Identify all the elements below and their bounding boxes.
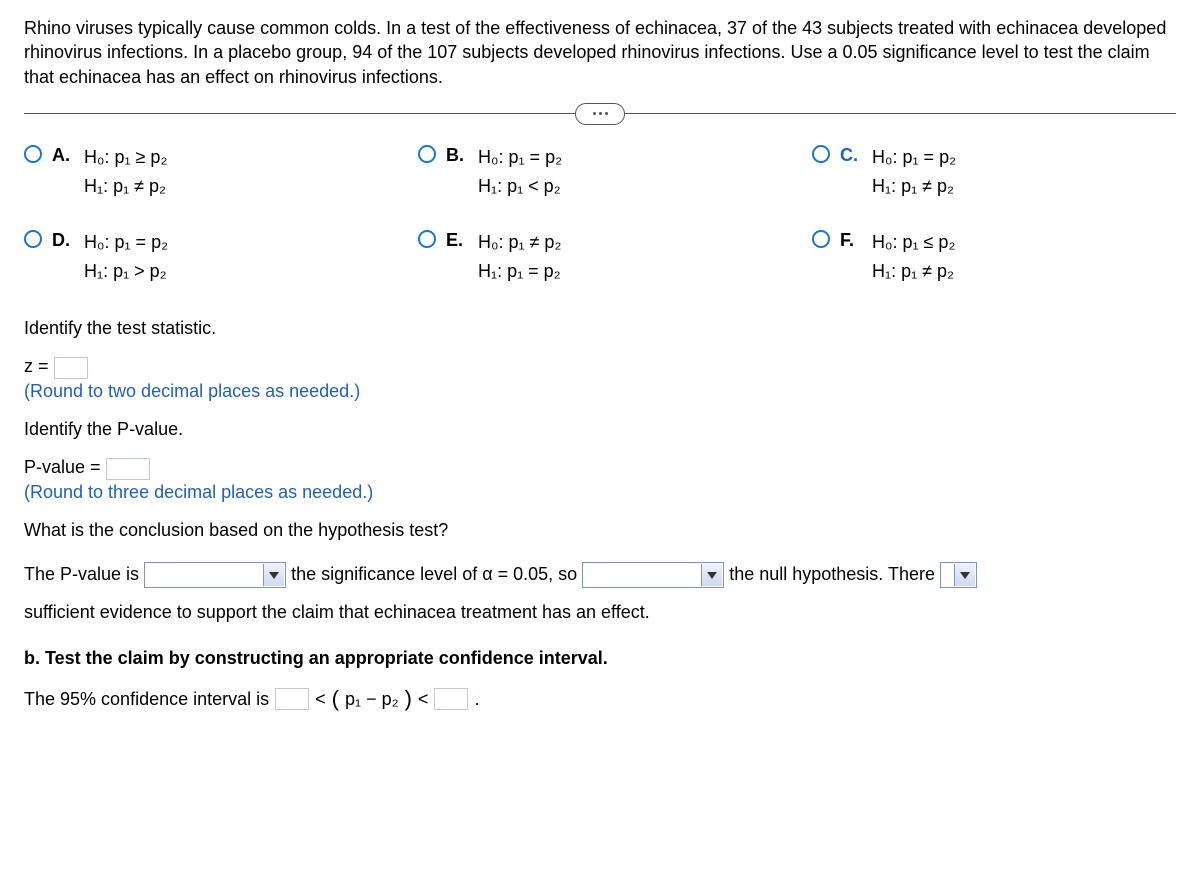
option-c[interactable]: C. H₀: p₁ = p₂H₁: p₁ ≠ p₂ bbox=[812, 143, 1176, 201]
conclusion-question: What is the conclusion based on the hypo… bbox=[24, 518, 1176, 542]
option-f[interactable]: F. H₀: p₁ ≤ p₂H₁: p₁ ≠ p₂ bbox=[812, 228, 1176, 286]
option-a[interactable]: A. H₀: p₁ ≥ p₂H₁: p₁ ≠ p₂ bbox=[24, 143, 388, 201]
close-paren: ) bbox=[405, 684, 412, 714]
part-b-label: b. Test the claim by constructing an app… bbox=[24, 646, 1176, 670]
confidence-interval-row: The 95% confidence interval is < ( p₁ − … bbox=[24, 684, 1176, 714]
ci-upper-input[interactable] bbox=[434, 688, 468, 710]
radio-a[interactable] bbox=[24, 145, 42, 163]
option-letter: B. bbox=[446, 143, 468, 167]
period: . bbox=[474, 687, 479, 711]
conclusion-sentence: The P-value is the significance level of… bbox=[24, 556, 1176, 632]
option-hypotheses: H₀: p₁ ≠ p₂H₁: p₁ = p₂ bbox=[478, 228, 561, 286]
hypothesis-options: A. H₀: p₁ ≥ p₂H₁: p₁ ≠ p₂ B. H₀: p₁ = p₂… bbox=[24, 143, 1176, 286]
z-input-row: z = (Round to two decimal places as need… bbox=[24, 354, 1176, 403]
lt-symbol: < bbox=[315, 687, 326, 711]
z-label: z = bbox=[24, 356, 49, 376]
section-divider bbox=[24, 103, 1176, 125]
open-paren: ( bbox=[332, 684, 339, 714]
option-hypotheses: H₀: p₁ ≤ p₂H₁: p₁ ≠ p₂ bbox=[872, 228, 955, 286]
ci-expression: p₁ − p₂ bbox=[345, 687, 399, 711]
radio-f[interactable] bbox=[812, 230, 830, 248]
option-letter: F. bbox=[840, 228, 862, 252]
option-hypotheses: H₀: p₁ = p₂H₁: p₁ ≠ p₂ bbox=[872, 143, 956, 201]
ci-lower-input[interactable] bbox=[275, 688, 309, 710]
ci-label: The 95% confidence interval is bbox=[24, 687, 269, 711]
option-e[interactable]: E. H₀: p₁ ≠ p₂H₁: p₁ = p₂ bbox=[418, 228, 782, 286]
radio-b[interactable] bbox=[418, 145, 436, 163]
z-input[interactable] bbox=[54, 357, 88, 379]
option-hypotheses: H₀: p₁ = p₂H₁: p₁ > p₂ bbox=[84, 228, 168, 286]
option-hypotheses: H₀: p₁ ≥ p₂H₁: p₁ ≠ p₂ bbox=[84, 143, 167, 201]
option-letter: C. bbox=[840, 143, 862, 167]
option-letter: E. bbox=[446, 228, 468, 252]
round-hint-2dp: (Round to two decimal places as needed.) bbox=[24, 381, 360, 401]
option-hypotheses: H₀: p₁ = p₂H₁: p₁ < p₂ bbox=[478, 143, 562, 201]
radio-c[interactable] bbox=[812, 145, 830, 163]
pvalue-comparison-dropdown[interactable] bbox=[144, 562, 286, 588]
option-d[interactable]: D. H₀: p₁ = p₂H₁: p₁ > p₂ bbox=[24, 228, 388, 286]
radio-d[interactable] bbox=[24, 230, 42, 248]
evidence-dropdown[interactable] bbox=[940, 562, 977, 588]
identify-test-statistic-label: Identify the test statistic. bbox=[24, 316, 1176, 340]
radio-e[interactable] bbox=[418, 230, 436, 248]
option-b[interactable]: B. H₀: p₁ = p₂H₁: p₁ < p₂ bbox=[418, 143, 782, 201]
ellipsis-icon[interactable] bbox=[575, 103, 625, 125]
chevron-down-icon bbox=[263, 564, 284, 586]
identify-pvalue-label: Identify the P-value. bbox=[24, 417, 1176, 441]
concl-text-3: the null hypothesis. There bbox=[729, 564, 935, 584]
concl-text-4: sufficient evidence to support the claim… bbox=[24, 602, 650, 622]
chevron-down-icon bbox=[954, 564, 975, 586]
problem-statement: Rhino viruses typically cause common col… bbox=[24, 16, 1176, 89]
lt-symbol: < bbox=[418, 687, 429, 711]
round-hint-3dp: (Round to three decimal places as needed… bbox=[24, 482, 373, 502]
pvalue-label: P-value = bbox=[24, 457, 101, 477]
reject-decision-dropdown[interactable] bbox=[582, 562, 724, 588]
concl-text-2: the significance level of α = 0.05, so bbox=[291, 564, 577, 584]
chevron-down-icon bbox=[701, 564, 722, 586]
pvalue-input[interactable] bbox=[106, 458, 150, 480]
concl-text-1: The P-value is bbox=[24, 564, 139, 584]
pvalue-input-row: P-value = (Round to three decimal places… bbox=[24, 455, 1176, 504]
option-letter: A. bbox=[52, 143, 74, 167]
option-letter: D. bbox=[52, 228, 74, 252]
